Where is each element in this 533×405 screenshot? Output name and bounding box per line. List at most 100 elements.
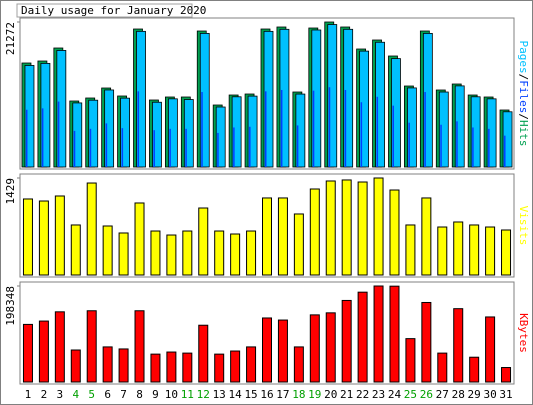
- bar: [182, 352, 193, 383]
- bar: [57, 101, 60, 167]
- bar: [185, 128, 187, 167]
- bar: [470, 96, 481, 168]
- bar: [150, 353, 161, 383]
- bar: [472, 127, 474, 167]
- bar: [485, 316, 496, 383]
- bar: [341, 299, 352, 383]
- bar: [73, 130, 76, 167]
- legend-entry: KBytes: [517, 313, 530, 353]
- bar: [214, 230, 225, 276]
- bar: [263, 30, 274, 168]
- x-tick-label: 7: [120, 388, 127, 401]
- legend: KBytes: [517, 313, 530, 353]
- bar: [389, 285, 400, 383]
- x-tick-label: 27: [436, 388, 449, 401]
- bar: [454, 85, 465, 168]
- bar: [373, 285, 384, 383]
- bar: [199, 32, 210, 168]
- bar: [24, 65, 35, 168]
- bar: [86, 182, 97, 276]
- bar: [469, 356, 480, 383]
- bar: [357, 181, 368, 276]
- bar: [469, 224, 480, 276]
- bar: [137, 91, 140, 167]
- title-box: [16, 3, 193, 18]
- bar: [201, 92, 203, 167]
- bar: [214, 353, 225, 383]
- legend-separator: /: [517, 74, 530, 81]
- bar: [408, 122, 410, 167]
- bar: [392, 105, 394, 167]
- x-tick-label: 12: [197, 388, 210, 401]
- bar: [311, 29, 322, 168]
- x-tick-label: 29: [468, 388, 481, 401]
- bar: [153, 130, 155, 167]
- bar: [198, 324, 209, 383]
- bar: [231, 96, 242, 168]
- x-tick-label: 21: [340, 388, 353, 401]
- x-tick-label: 25: [404, 388, 417, 401]
- bar: [25, 109, 28, 167]
- x-tick-label: 5: [88, 388, 95, 401]
- legend-entry: Visits: [517, 206, 530, 246]
- bar: [279, 28, 290, 168]
- bar: [453, 221, 464, 276]
- bar: [70, 224, 81, 276]
- bar: [405, 224, 416, 276]
- x-tick-label: 23: [372, 388, 385, 401]
- x-tick-label: 2: [41, 388, 48, 401]
- bar: [312, 90, 315, 167]
- bar: [247, 95, 258, 168]
- bar: [357, 291, 368, 383]
- x-tick-label: 13: [213, 388, 226, 401]
- x-tick-label: 8: [136, 388, 143, 401]
- bar: [134, 310, 145, 383]
- bar: [327, 24, 338, 168]
- legend-separator: /: [517, 113, 530, 120]
- bar: [38, 320, 49, 383]
- bar: [54, 311, 65, 383]
- bar: [120, 97, 130, 168]
- bar: [344, 89, 347, 167]
- bar: [70, 349, 81, 383]
- bar: [215, 106, 226, 168]
- x-tick-label: 17: [276, 388, 289, 401]
- bar: [183, 99, 194, 168]
- chart-title: Daily usage for January 2020: [21, 4, 206, 17]
- bar: [102, 346, 113, 383]
- bar: [391, 58, 401, 168]
- x-tick-label: 30: [483, 388, 496, 401]
- x-tick-label: 22: [356, 388, 369, 401]
- bar: [249, 126, 251, 167]
- x-tick-label: 1: [25, 388, 32, 401]
- x-tick-label: 31: [499, 388, 512, 401]
- bar: [486, 98, 497, 168]
- bar: [501, 367, 512, 383]
- bar: [262, 197, 272, 276]
- bar: [105, 123, 108, 167]
- legend-entry: Hits: [517, 120, 530, 147]
- bar: [453, 308, 464, 383]
- bar: [167, 98, 178, 168]
- bar: [502, 111, 513, 168]
- bar: [246, 346, 257, 383]
- x-tick-label: 14: [229, 388, 243, 401]
- bar: [437, 226, 448, 276]
- bar: [424, 92, 426, 167]
- bar: [277, 197, 288, 276]
- x-tick-label: 9: [152, 388, 159, 401]
- bar: [405, 338, 416, 383]
- bar: [104, 89, 115, 168]
- bar: [262, 317, 272, 383]
- bar: [22, 198, 33, 276]
- bar: [233, 127, 235, 167]
- x-tick-label: 6: [104, 388, 111, 401]
- bar: [456, 121, 458, 167]
- bar: [389, 189, 400, 276]
- bar: [421, 197, 432, 276]
- bar: [293, 346, 304, 383]
- bar: [121, 128, 124, 167]
- bar: [485, 226, 496, 276]
- bar: [341, 179, 352, 276]
- bar: [309, 188, 320, 276]
